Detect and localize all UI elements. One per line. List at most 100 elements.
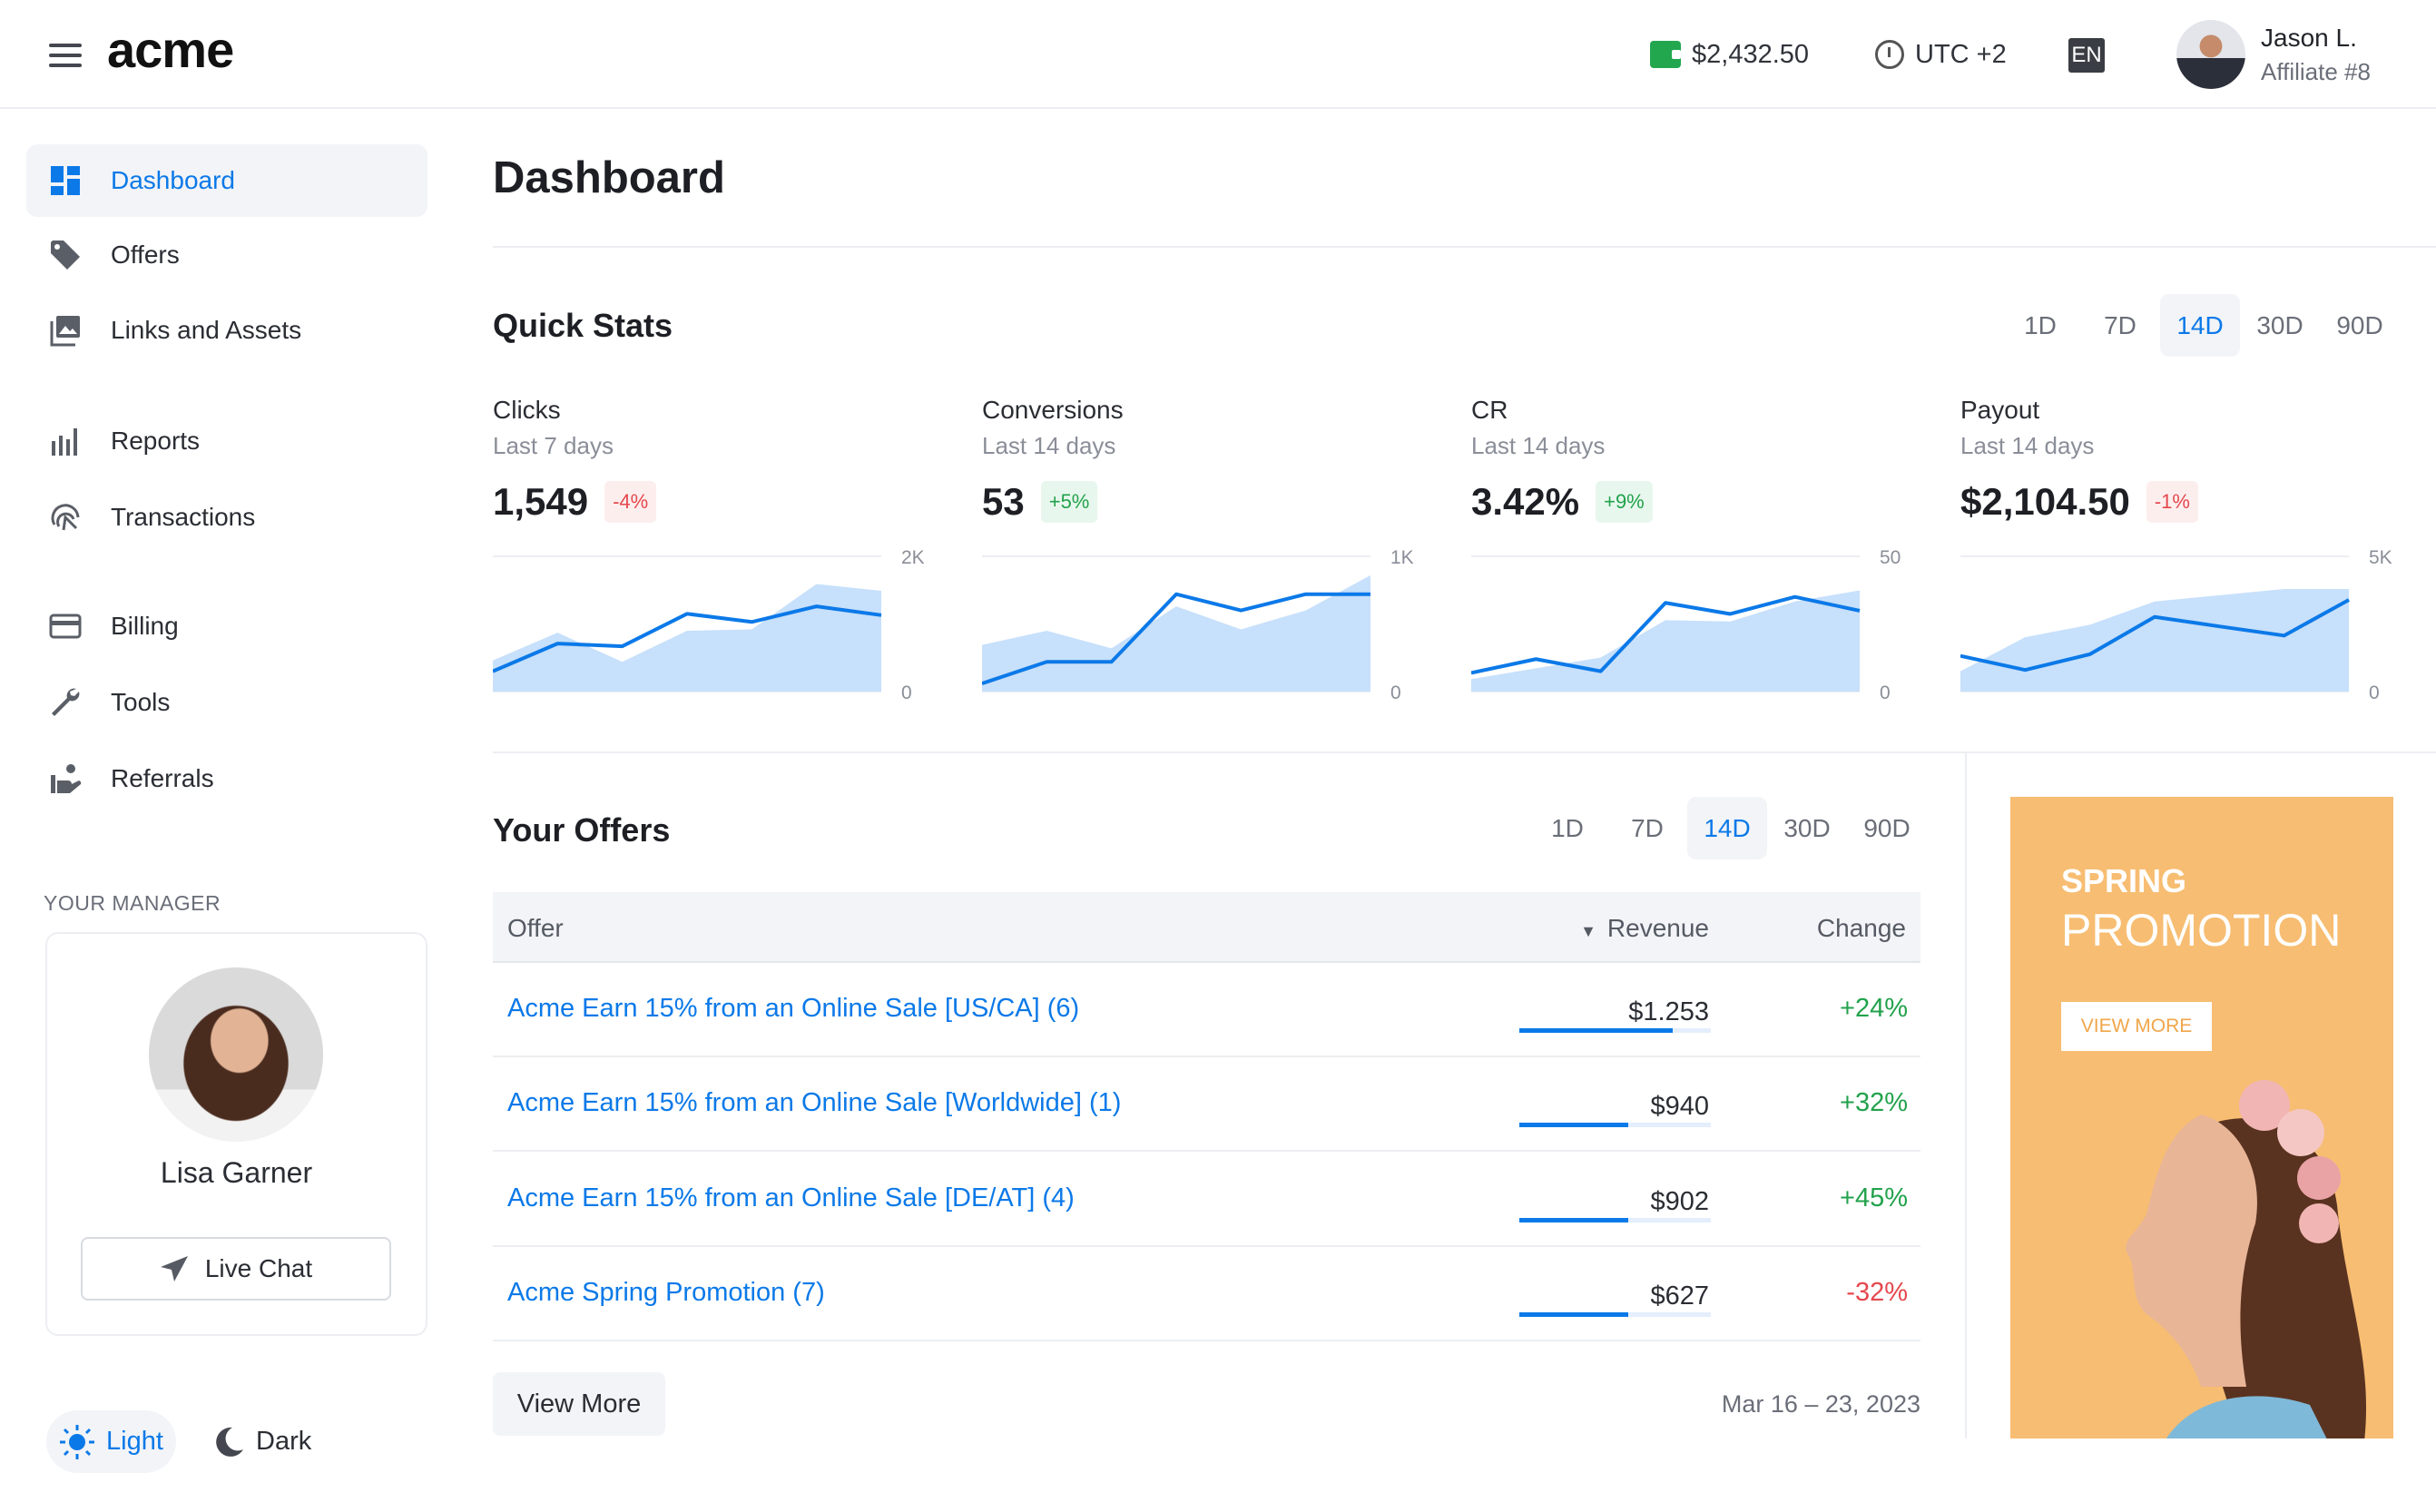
user-name[interactable]: Jason L.: [2261, 24, 2357, 52]
stat-change-badge: +9%: [1596, 481, 1653, 523]
column-revenue-label: Revenue: [1606, 914, 1709, 942]
sidebar-item-offers[interactable]: Offers: [26, 219, 427, 291]
range-tab-30d[interactable]: 30D: [2256, 310, 2303, 339]
stat-value: 53: [982, 480, 1025, 523]
sidebar-item-tools[interactable]: Tools: [26, 666, 427, 739]
revenue-bar: [1519, 1312, 1711, 1317]
top-bar: acme $2,432.50 UTC +2 EN Jason L. Affili…: [0, 0, 2436, 109]
stat-period: Last 14 days: [1960, 432, 2095, 459]
dashboard-icon: [49, 164, 82, 197]
credit-card-icon: [49, 610, 82, 643]
offer-link[interactable]: Acme Earn 15% from an Online Sale [World…: [507, 1088, 1122, 1117]
tag-icon: [49, 239, 82, 271]
logo[interactable]: acme: [107, 21, 234, 78]
wallet-icon: [1650, 41, 1681, 68]
revenue-bar: [1519, 1218, 1711, 1222]
menu-icon[interactable]: [49, 44, 82, 67]
range-tab-30d[interactable]: 30D: [1783, 813, 1831, 842]
sun-icon: [60, 1424, 94, 1459]
sidebar-item-links-and-assets[interactable]: Links and Assets: [26, 294, 427, 367]
area-previous: [1471, 590, 1860, 692]
offer-revenue: $902: [1650, 1187, 1709, 1216]
range-tab-1d[interactable]: 1D: [2024, 310, 2057, 339]
manager-card: [45, 932, 427, 1336]
offer-change: -32%: [1846, 1278, 1908, 1307]
offer-row: Acme Earn 15% from an Online Sale [World…: [493, 1057, 1920, 1152]
ytick-min: 0: [901, 682, 912, 703]
language-selector[interactable]: EN: [2068, 38, 2105, 73]
manager-section-label: YOUR MANAGER: [44, 891, 221, 915]
column-revenue[interactable]: ▼ Revenue: [1580, 914, 1709, 943]
balance[interactable]: $2,432.50: [1650, 34, 1809, 74]
stat-payout: Payout Last 14 days $2,104.50 -1%: [1960, 396, 2432, 524]
sort-desc-icon: ▼: [1580, 922, 1596, 940]
sidebar-item-referrals[interactable]: Referrals: [26, 742, 427, 815]
offers-range-tabs: 1D 7D 14D 30D 90D: [1527, 797, 1927, 859]
view-more-button[interactable]: View More: [493, 1372, 665, 1436]
promo-view-more-button[interactable]: VIEW MORE: [2061, 1002, 2212, 1051]
offer-row: Acme Spring Promotion (7) $627 -32%: [493, 1247, 1920, 1341]
stat-clicks: Clicks Last 7 days 1,549 -4%: [493, 396, 965, 524]
column-offer[interactable]: Offer: [507, 914, 564, 942]
range-tab-14d[interactable]: 14D: [2160, 294, 2240, 357]
quick-stats-title: Quick Stats: [493, 307, 673, 344]
sidebar-item-billing[interactable]: Billing: [26, 590, 427, 663]
timezone[interactable]: UTC +2: [1875, 34, 2007, 74]
page-title: Dashboard: [493, 153, 725, 202]
divider: [493, 751, 2436, 753]
user-avatar[interactable]: [2176, 20, 2245, 89]
wrench-icon: [49, 686, 82, 719]
revenue-bar: [1519, 1123, 1711, 1127]
stat-change-badge: -1%: [2146, 481, 2198, 523]
offer-link[interactable]: Acme Spring Promotion (7): [507, 1278, 825, 1307]
sidebar-item-reports[interactable]: Reports: [26, 405, 427, 477]
offer-change: +24%: [1840, 994, 1908, 1023]
live-chat-label: Live Chat: [204, 1254, 313, 1282]
promo-banner[interactable]: SPRING PROMOTION VIEW MORE: [2010, 797, 2393, 1438]
stat-change-badge: +5%: [1040, 481, 1098, 523]
timezone-value: UTC +2: [1915, 39, 2007, 69]
range-tab-90d[interactable]: 90D: [1863, 813, 1910, 842]
range-tab-1d[interactable]: 1D: [1551, 813, 1584, 842]
light-label: Light: [106, 1427, 163, 1456]
offer-change: +45%: [1840, 1183, 1908, 1213]
light-theme-button[interactable]: Light: [46, 1410, 176, 1473]
offer-link[interactable]: Acme Earn 15% from an Online Sale [US/CA…: [507, 994, 1080, 1023]
revenue-bar: [1519, 1028, 1711, 1033]
offer-link[interactable]: Acme Earn 15% from an Online Sale [DE/AT…: [507, 1183, 1075, 1213]
line-current: [982, 592, 1370, 685]
sidebar-item-transactions[interactable]: Transactions: [26, 481, 427, 554]
stat-conversions: Conversions Last 14 days 53 +5%: [982, 396, 1454, 524]
line-current: [1960, 598, 2350, 673]
date-range: Mar 16 – 23, 2023: [1721, 1390, 1920, 1418]
image-icon: [49, 314, 82, 347]
stat-value: 1,549: [493, 480, 589, 523]
promo-line2: PROMOTION: [2061, 905, 2342, 956]
column-change[interactable]: Change: [1816, 914, 1906, 942]
send-icon: [160, 1256, 188, 1281]
live-chat-button[interactable]: Live Chat: [81, 1237, 391, 1301]
sidebar-item-dashboard[interactable]: Dashboard: [26, 144, 427, 217]
stat-value: $2,104.50: [1960, 480, 2130, 523]
range-tab-7d[interactable]: 7D: [2104, 310, 2136, 339]
range-tab-7d[interactable]: 7D: [1631, 813, 1664, 842]
sparkline-chart-cr: 50 0: [1471, 547, 1901, 703]
stat-period: Last 14 days: [1471, 432, 1606, 459]
range-tab-14d[interactable]: 14D: [1687, 797, 1767, 859]
sidebar-item-label: Billing: [111, 612, 179, 640]
sidebar-item-label: Tools: [111, 688, 171, 716]
sidebar-item-label: Reports: [111, 427, 201, 455]
divider: [493, 246, 2436, 248]
stat-label: Conversions: [982, 396, 1124, 424]
offers-table-header: Offer ▼ Revenue Change: [493, 892, 1920, 963]
range-tab-90d[interactable]: 90D: [2336, 310, 2383, 339]
referral-icon: [49, 762, 82, 795]
sparkline-chart-clicks: 2K 0: [493, 547, 925, 703]
user-role: Affiliate #8: [2261, 58, 2371, 85]
ytick-min: 0: [1880, 682, 1891, 703]
dark-theme-button[interactable]: Dark: [200, 1410, 324, 1473]
sparkline-chart-conversions: 1K 0: [982, 547, 1414, 703]
fingerprint-icon: [49, 501, 82, 534]
ytick-max: 5K: [2369, 547, 2392, 568]
area-previous: [1960, 589, 2349, 692]
